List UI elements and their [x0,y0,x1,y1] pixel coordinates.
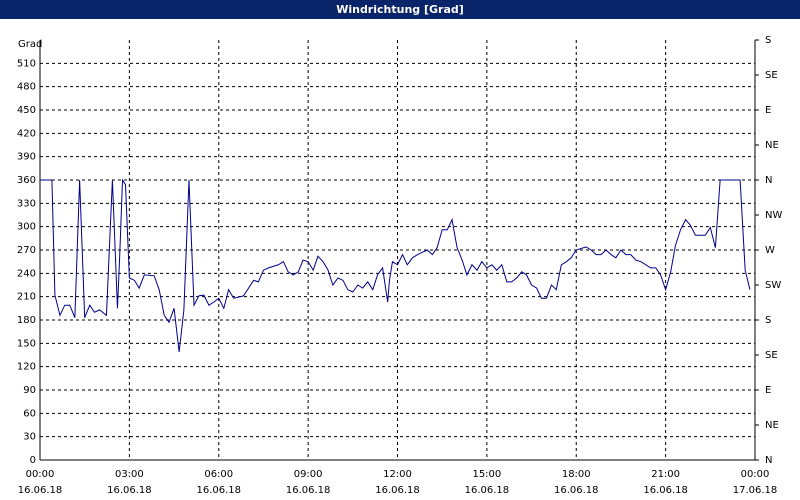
y-tick-label: 180 [17,315,36,326]
x-tick-label: 00:00 [741,469,770,480]
y-tick-label: 60 [23,408,36,419]
y-tick-label: 240 [17,268,36,279]
y2-tick-label: N [765,455,772,466]
x-tick-label: 03:00 [115,469,144,480]
y-tick-label: 480 [17,82,36,93]
y2-tick-label: SE [765,350,778,361]
x-tick-label: 18:00 [562,469,591,480]
y2-tick-label: SW [765,280,781,291]
y-tick-label: 300 [17,222,36,233]
y2-tick-label: S [765,315,771,326]
x-tick-date: 17.06.18 [733,485,778,496]
x-tick-label: 09:00 [294,469,323,480]
y-tick-label: 30 [23,432,36,443]
x-tick-date: 16.06.18 [196,485,241,496]
y-axis-label: Grad [18,39,42,50]
x-tick-date: 16.06.18 [375,485,420,496]
x-tick-date: 16.06.18 [286,485,331,496]
y2-tick-label: E [765,105,771,116]
y2-tick-label: NW [765,210,782,221]
y-tick-label: 150 [17,338,36,349]
y2-tick-label: SE [765,70,778,81]
y2-tick-label: N [765,175,772,186]
y2-tick-label: E [765,385,771,396]
y2-tick-label: NE [765,140,779,151]
y-tick-label: 450 [17,105,36,116]
x-tick-label: 15:00 [472,469,501,480]
y-tick-label: 360 [17,175,36,186]
y-tick-label: 210 [17,292,36,303]
x-tick-label: 12:00 [383,469,412,480]
y2-tick-label: NE [765,420,779,431]
y-tick-label: 270 [17,245,36,256]
y-tick-label: 510 [17,58,36,69]
chart-title: Windrichtung [Grad] [336,3,464,16]
x-tick-label: 00:00 [26,469,55,480]
y-tick-label: 420 [17,128,36,139]
x-tick-date: 16.06.18 [18,485,63,496]
x-tick-date: 16.06.18 [554,485,599,496]
data-line [40,178,751,352]
x-tick-label: 21:00 [651,469,680,480]
title-bar [0,0,800,19]
x-tick-date: 16.06.18 [465,485,510,496]
y-tick-label: 390 [17,152,36,163]
x-tick-label: 06:00 [204,469,233,480]
x-tick-date: 16.06.18 [107,485,152,496]
y-tick-label: 0 [30,455,36,466]
y2-tick-label: W [765,245,775,256]
y-tick-label: 90 [23,385,36,396]
y-tick-label: 120 [17,362,36,373]
x-tick-date: 16.06.18 [643,485,688,496]
y2-tick-label: S [765,35,771,46]
y-tick-label: 330 [17,198,36,209]
